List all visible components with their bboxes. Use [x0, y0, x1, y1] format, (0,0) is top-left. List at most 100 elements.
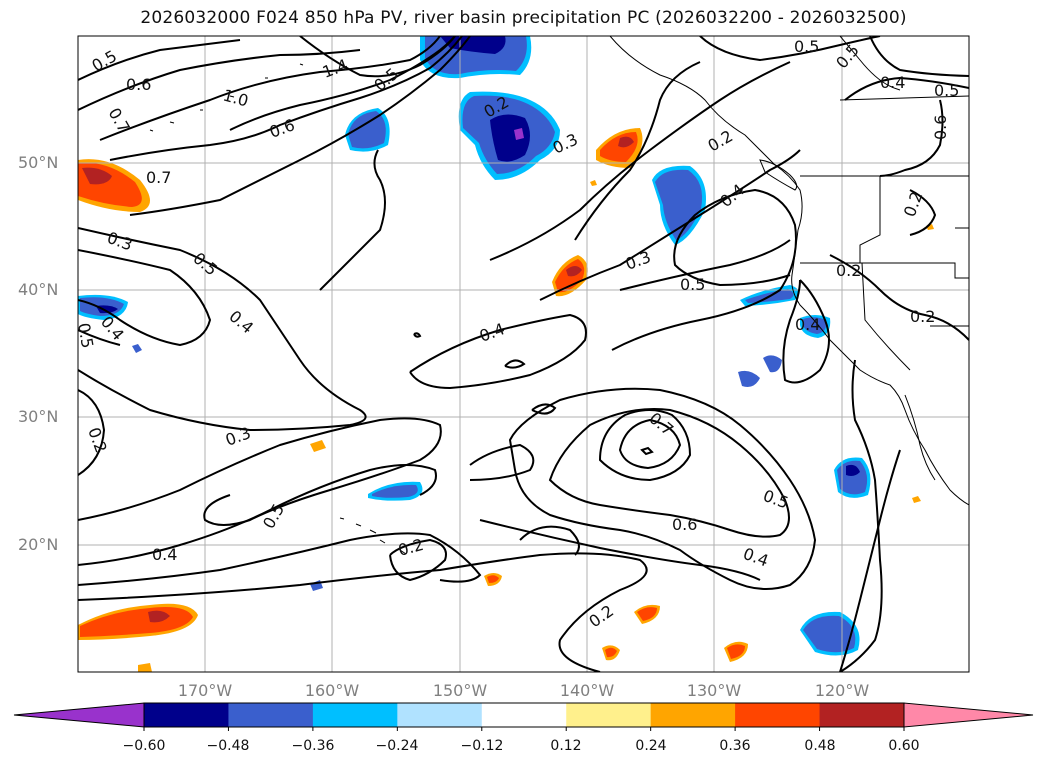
pv-contours [78, 36, 969, 672]
precip-positive-area [138, 663, 152, 672]
contour-label: 0.5 [680, 275, 705, 294]
pv-contour-line [539, 149, 801, 301]
contour-label: 0.4 [225, 307, 257, 338]
contour-label: 0.5 [189, 249, 221, 280]
pv-contour-line [879, 99, 944, 177]
pv-contour-line [78, 389, 106, 476]
contour-label: 0.6 [126, 75, 151, 94]
lat-label-50n: 50°N [18, 153, 59, 172]
state-border [861, 262, 911, 371]
colorbar-tick-label: 0.36 [719, 738, 751, 754]
precip-negative-area [490, 114, 530, 162]
pv-contour-line [78, 39, 241, 81]
pv-contour-line [78, 249, 212, 347]
colorbar-tick-label: 0.60 [888, 738, 920, 754]
precip-negative-area [514, 128, 524, 140]
state-border [839, 36, 901, 91]
precip-positive-area [590, 180, 597, 186]
pv-contour-line [229, 36, 456, 131]
pv-contour-line [479, 519, 761, 581]
contour-label: 0.7 [105, 105, 134, 137]
pv-contour-line [699, 36, 881, 62]
state-border [839, 95, 969, 101]
precip-positive-area [727, 644, 745, 659]
colorbar-tick-label: −0.12 [460, 738, 504, 754]
hawaii-islands [339, 517, 407, 555]
pv-contour-line [413, 332, 422, 338]
contour-label: 0.2 [910, 307, 935, 326]
contour-label: 0.5 [89, 46, 121, 75]
figure-title: 2026032000 F024 850 hPa PV, river basin … [140, 8, 907, 28]
pv-contour-line [489, 61, 791, 261]
contour-label: 0.5 [794, 37, 819, 56]
precip-negative-area [132, 344, 142, 353]
pv-contour-line [319, 149, 386, 291]
pv-contour-line [598, 409, 692, 482]
aleutian-islands [149, 63, 304, 132]
colorbar-tick-label: −0.36 [291, 738, 335, 754]
precip-positive-area [148, 610, 170, 623]
colorbar-tick-label: −0.60 [122, 738, 166, 754]
pv-contour-line [78, 49, 361, 111]
contour-label: 0.2 [84, 425, 111, 455]
pv-contour-line [78, 532, 482, 586]
pv-contour-line [618, 418, 682, 470]
contour-label: 0.2 [396, 535, 426, 560]
precip-negative-area [372, 484, 418, 498]
pv-contour-line [782, 279, 830, 384]
contour-label: 0.4 [152, 545, 177, 564]
pv-contour-line [504, 359, 526, 369]
precip-positive-area [487, 575, 499, 583]
pv-contour-line [78, 552, 648, 672]
pv-contour-line [531, 403, 557, 415]
precip-negative-area [846, 464, 860, 476]
contour-label: 0.6 [931, 115, 950, 140]
pv-contour-line [548, 408, 790, 538]
precip-positive-area [82, 167, 112, 185]
colorbar-tick-label: −0.48 [206, 738, 250, 754]
pv-contour-line [129, 36, 471, 216]
precip-negative-area [837, 460, 868, 495]
colorbar-tick-label: 0.48 [804, 738, 836, 754]
precip-positive-area [80, 607, 193, 637]
pv-contour-line [619, 239, 791, 291]
pv-contour-line [78, 329, 121, 346]
pv-contour-line [389, 538, 447, 582]
pv-contour-line [829, 254, 969, 341]
contour-label: 0.5 [934, 81, 959, 100]
precipitation-shading [78, 36, 934, 672]
lat-label-30n: 30°N [18, 407, 59, 426]
pv-contour-line [574, 61, 701, 241]
pv-contour-line [409, 313, 587, 390]
precip-negative-area [738, 370, 760, 387]
pv-contour-line [909, 189, 937, 236]
pv-contour-line [508, 387, 817, 590]
lon-label-160w: 160°W [304, 681, 360, 700]
state-border [800, 262, 969, 279]
contour-label: 0.2 [836, 261, 861, 280]
colorbar-tick-label: −0.24 [375, 738, 419, 754]
pv-contour-line [78, 464, 437, 566]
pv-contour-line [78, 227, 367, 432]
lon-label-120w: 120°W [814, 681, 870, 700]
precip-positive-area [605, 647, 617, 658]
contour-label: 0.3 [623, 247, 653, 274]
contour-label: 0.5 [370, 64, 402, 95]
precip-positive-area [618, 136, 634, 148]
pv-contour-line [109, 36, 463, 161]
lat-label-20n: 20°N [18, 535, 59, 554]
north-america-coastline [609, 36, 969, 506]
contour-label: 0.2 [705, 126, 737, 155]
pv-contour-line [611, 188, 797, 351]
precip-negative-area [803, 317, 827, 334]
contour-label: 0.4 [880, 73, 905, 92]
contour-label: 1.0 [221, 86, 251, 111]
contour-label: 0.4 [477, 319, 507, 346]
lat-label-40n: 40°N [18, 280, 59, 299]
contour-label: 0.6 [672, 515, 697, 534]
contour-label: 0.4 [716, 180, 748, 211]
contour-label: 0.5 [761, 486, 791, 513]
contour-label: 0.2 [585, 601, 617, 631]
pv-contour-line [839, 449, 901, 672]
colorbar-tick-label: 0.12 [550, 738, 582, 754]
